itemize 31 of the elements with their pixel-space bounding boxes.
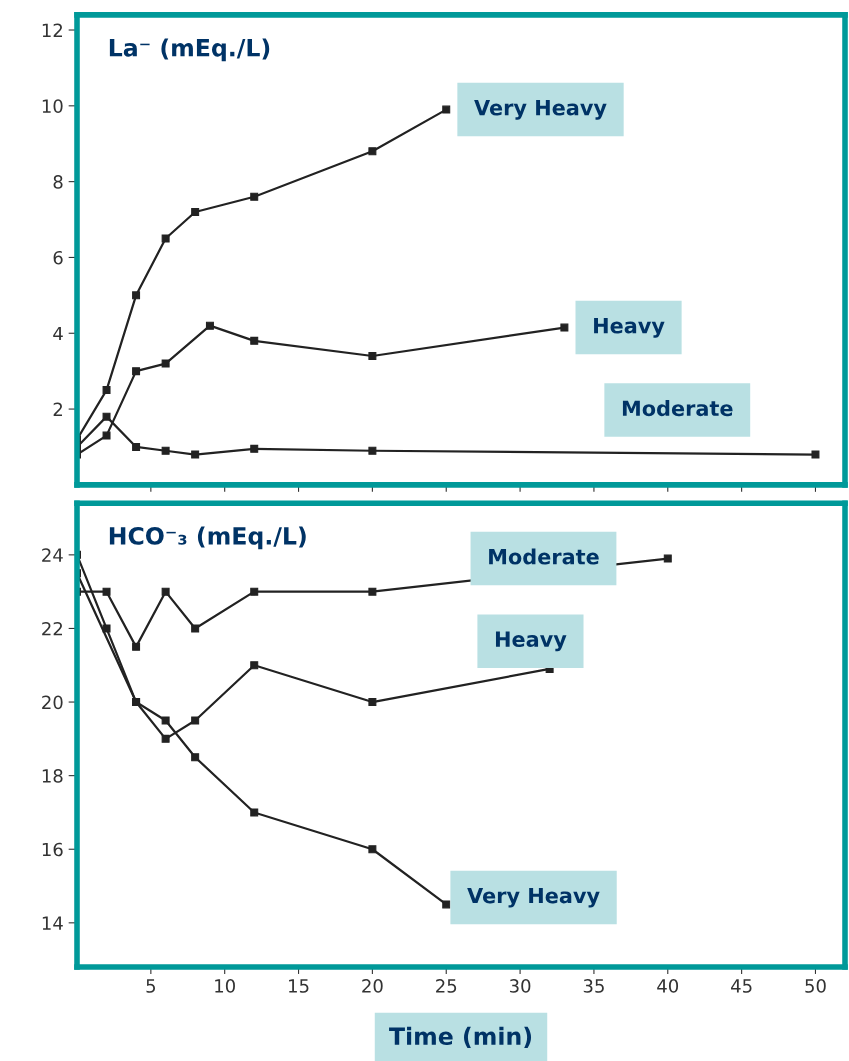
series-label: Heavy (495, 631, 567, 652)
x-tick-label: 20 (362, 979, 383, 993)
series-label: Very Heavy (467, 887, 600, 908)
y-tick-label: 20 (42, 695, 63, 710)
series-label: Moderate (489, 548, 599, 565)
y-tick-label: 6 (53, 250, 63, 265)
x-tick-label: 40 (657, 979, 679, 993)
text: HCO⁻₃ (mEq./L) (109, 526, 306, 550)
y-tick-label: 8 (53, 175, 63, 189)
x-tick-label: 25 (436, 979, 457, 993)
x-axis-title: Time (min) (389, 1026, 532, 1048)
y-tick-label: 14 (42, 916, 63, 930)
text: La⁻ (mEq./L) (109, 38, 270, 62)
y-tick-label: 2 (53, 402, 62, 416)
series-label: Moderate (622, 400, 733, 417)
series-label: Heavy (594, 317, 665, 338)
x-tick-label: 10 (215, 979, 235, 993)
y-tick-label: 18 (42, 769, 63, 783)
x-tick-label: 5 (146, 979, 156, 993)
y-tick-label: 4 (53, 326, 63, 341)
x-tick-label: 15 (289, 979, 309, 993)
y-tick-label: 22 (42, 621, 62, 636)
y-tick-label: 24 (42, 548, 63, 562)
x-tick-label: 50 (805, 979, 826, 993)
series-label: Very Heavy (474, 100, 607, 120)
x-tick-label: 35 (583, 979, 604, 993)
x-tick-label: 30 (509, 979, 531, 993)
y-tick-label: 10 (42, 99, 63, 113)
y-tick-label: 12 (42, 23, 62, 37)
x-tick-label: 45 (731, 979, 752, 993)
y-tick-label: 16 (42, 842, 63, 857)
